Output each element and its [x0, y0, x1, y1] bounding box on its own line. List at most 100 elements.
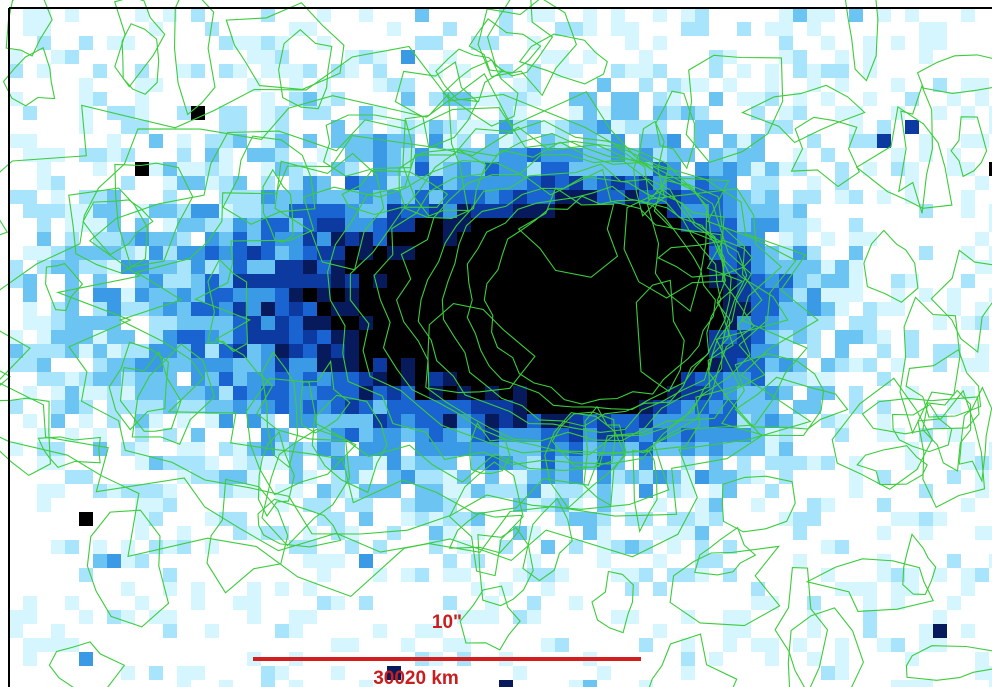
pixel: [65, 302, 79, 316]
pixel: [373, 176, 387, 190]
pixel: [429, 232, 443, 246]
pixel: [555, 568, 569, 582]
pixel: [471, 288, 485, 302]
pixel: [835, 260, 849, 274]
pixel: [793, 288, 807, 302]
pixel: [807, 344, 821, 358]
pixel: [849, 246, 863, 260]
pixel: [919, 134, 933, 148]
pixel: [37, 8, 51, 22]
pixel: [555, 204, 569, 218]
pixel: [65, 274, 79, 288]
pixel: [765, 414, 779, 428]
pixel: [247, 36, 261, 50]
pixel: [331, 358, 345, 372]
pixel: [415, 344, 429, 358]
pixel: [121, 386, 135, 400]
pixel: [807, 274, 821, 288]
pixel: [107, 400, 121, 414]
pixel: [275, 288, 289, 302]
pixel: [387, 274, 401, 288]
pixel: [499, 288, 513, 302]
pixel: [681, 274, 695, 288]
pixel: [835, 106, 849, 120]
pixel: [723, 638, 737, 652]
pixel: [821, 148, 835, 162]
pixel: [415, 400, 429, 414]
pixel: [247, 148, 261, 162]
pixel: [471, 260, 485, 274]
pixel: [807, 190, 821, 204]
pixel: [611, 176, 625, 190]
pixel: [597, 106, 611, 120]
pixel: [163, 610, 177, 624]
pixel: [401, 358, 415, 372]
pixel: [625, 372, 639, 386]
pixel: [681, 568, 695, 582]
pixel: [387, 372, 401, 386]
pixel: [835, 78, 849, 92]
pixel: [317, 400, 331, 414]
pixel: [163, 484, 177, 498]
pixel: [121, 540, 135, 554]
pixel: [261, 666, 275, 680]
pixel: [205, 456, 219, 470]
pixel: [667, 260, 681, 274]
pixel: [751, 442, 765, 456]
pixel: [37, 358, 51, 372]
pixel: [919, 624, 933, 638]
pixel: [471, 484, 485, 498]
pixel: [415, 162, 429, 176]
pixel: [23, 288, 37, 302]
pixel: [163, 176, 177, 190]
pixel: [891, 358, 905, 372]
pixel: [107, 148, 121, 162]
pixel: [597, 302, 611, 316]
pixel: [275, 344, 289, 358]
pixel: [499, 302, 513, 316]
pixel: [681, 22, 695, 36]
pixel: [709, 498, 723, 512]
pixel: [807, 456, 821, 470]
pixel: [611, 92, 625, 106]
pixel: [345, 638, 359, 652]
pixel: [247, 610, 261, 624]
pixel: [821, 302, 835, 316]
pixel: [667, 232, 681, 246]
pixel: [177, 316, 191, 330]
pixel: [9, 624, 23, 638]
pixel: [905, 120, 919, 134]
pixel: [247, 344, 261, 358]
pixel: [65, 596, 79, 610]
pixel: [611, 22, 625, 36]
pixel: [933, 638, 947, 652]
pixel: [177, 666, 191, 680]
pixel: [317, 344, 331, 358]
pixel: [331, 442, 345, 456]
pixel: [737, 162, 751, 176]
pixel: [569, 162, 583, 176]
pixel: [723, 204, 737, 218]
pixel: [863, 330, 877, 344]
pixel: [177, 218, 191, 232]
pixel: [793, 554, 807, 568]
pixel: [695, 106, 709, 120]
pixel: [625, 232, 639, 246]
pixel: [513, 484, 527, 498]
pixel: [597, 288, 611, 302]
pixel: [415, 442, 429, 456]
pixel: [289, 64, 303, 78]
pixel: [177, 358, 191, 372]
pixel: [765, 358, 779, 372]
pixel: [23, 414, 37, 428]
pixel: [499, 414, 513, 428]
pixel: [37, 372, 51, 386]
pixel: [373, 64, 387, 78]
pixel: [569, 358, 583, 372]
pixel: [443, 414, 457, 428]
pixel: [401, 456, 415, 470]
pixel: [275, 232, 289, 246]
pixel: [569, 330, 583, 344]
pixel: [499, 92, 513, 106]
pixel: [345, 330, 359, 344]
